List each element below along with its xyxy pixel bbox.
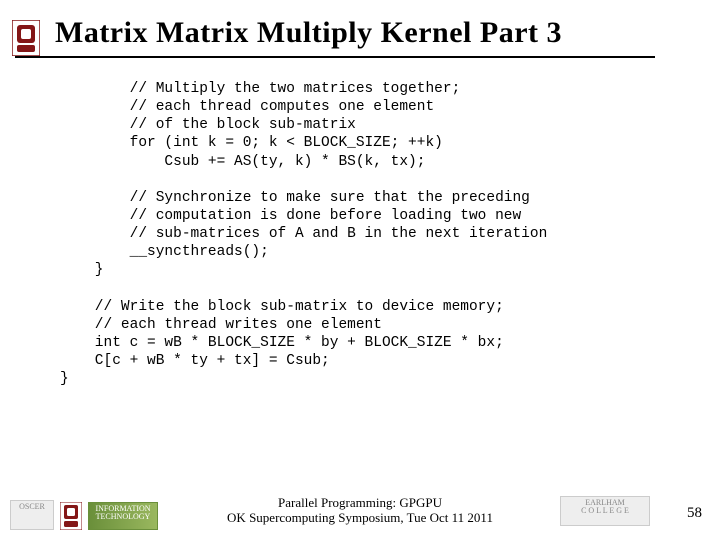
page-number: 58	[687, 505, 702, 522]
footer: OSCER INFORMATIONTECHNOLOGY Parallel Pro…	[0, 484, 720, 532]
oscer-logo-icon: OSCER	[10, 500, 54, 530]
code-block: // Multiply the two matrices together; /…	[60, 80, 680, 388]
footer-logos-left: OSCER INFORMATIONTECHNOLOGY	[10, 500, 158, 530]
title-rule	[15, 56, 655, 58]
slide-title: Matrix Matrix Multiply Kernel Part 3	[55, 16, 700, 50]
footer-logo-right: EARLHAMC O L L E G E	[560, 496, 650, 526]
ou-small-logo-icon	[60, 502, 82, 530]
footer-line2: OK Supercomputing Symposium, Tue Oct 11 …	[227, 510, 493, 526]
footer-text: Parallel Programming: GPGPU OK Supercomp…	[227, 495, 493, 526]
it-logo-icon: INFORMATIONTECHNOLOGY	[88, 502, 158, 530]
ou-logo-icon	[12, 20, 40, 56]
earlham-logo-icon: EARLHAMC O L L E G E	[560, 496, 650, 526]
footer-line1: Parallel Programming: GPGPU	[227, 495, 493, 511]
